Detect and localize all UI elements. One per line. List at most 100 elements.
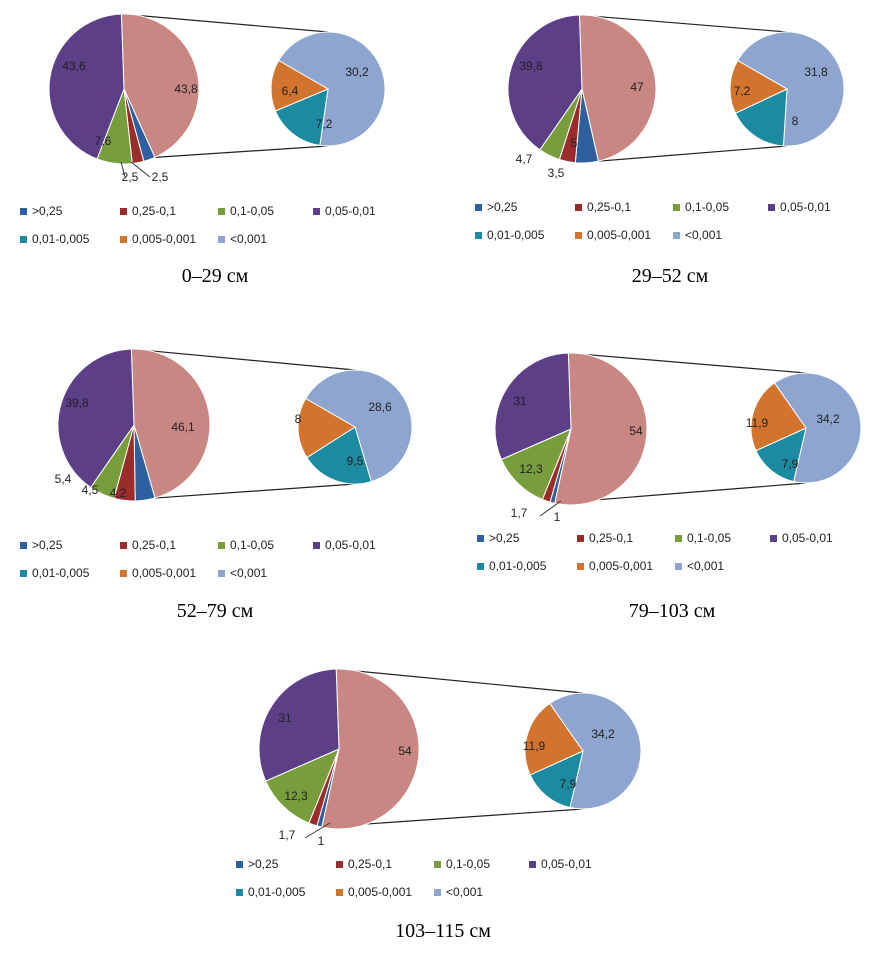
legend-swatch (434, 861, 441, 868)
main-pie-data-label: 12,3 (519, 462, 543, 476)
legend-entry: 0,1-0,05 (446, 857, 490, 871)
secondary-pie-slice-2 (274, 88, 329, 146)
legend-entry: 0,05-0,01 (782, 531, 833, 545)
legend-swatch (120, 542, 127, 549)
legend-swatch (434, 889, 441, 896)
legend-entry: 0,05-0,01 (325, 204, 376, 218)
legend-swatch (575, 204, 582, 211)
main-pie-data-label: 54 (398, 744, 412, 758)
legend: >0,25 0,25-0,1 0,1-0,05 0,05-0,01 0,01-0,005… (475, 200, 831, 242)
chart-caption: 52–79 см (177, 600, 254, 622)
secondary-pie-data-label: 28,6 (368, 400, 392, 414)
secondary-pie-slice-2 (755, 427, 807, 483)
legend-swatch (768, 204, 775, 211)
chart-panel-5: 1 1,7 12,3 31 54 34,2 7,9 11,9 >0,25 0,25-0,1 0,1-… (236, 668, 642, 942)
legend-entry: <0,001 (230, 566, 267, 580)
main-pie-slice-4 (494, 352, 572, 461)
legend-swatch (218, 236, 225, 243)
secondary-pie-slice-1 (304, 369, 413, 483)
legend-swatch (336, 889, 343, 896)
legend-swatch (477, 535, 484, 542)
secondary-pie-slice-1 (549, 692, 642, 810)
secondary-pie-data-label: 34,2 (591, 727, 615, 741)
legend-swatch (236, 889, 243, 896)
connector-line-top (568, 352, 807, 374)
legend-swatch (577, 563, 584, 570)
main-pie-data-label: 47 (630, 80, 644, 94)
secondary-pie-data-label: 8 (295, 412, 302, 426)
legend-swatch (477, 563, 484, 570)
secondary-pie-data-label: 9,5 (347, 454, 364, 468)
leader-line (304, 822, 331, 839)
main-pie-data-label: 39,8 (519, 59, 543, 73)
legend-entry: >0,25 (32, 538, 63, 552)
legend-entry: >0,25 (487, 200, 518, 214)
main-pie-data-label: 54 (629, 424, 643, 438)
main-pie-data-label: 4,5 (82, 483, 99, 497)
main-pie-data-label: 39,8 (65, 396, 89, 410)
leader-line (539, 500, 562, 517)
legend-swatch (20, 542, 27, 549)
main-pie-data-label: 43,8 (174, 82, 198, 96)
legend-swatch (575, 232, 582, 239)
legend-entry: <0,001 (685, 228, 722, 242)
main-pie-data-label: 7,6 (95, 134, 112, 148)
legend-entry: 0,005-0,001 (587, 228, 651, 242)
secondary-pie-slice-2 (529, 750, 584, 809)
connector-line-top (121, 13, 329, 33)
secondary-pie-slice-1 (277, 31, 386, 147)
chart-panel-3: 4,2 4,5 5,4 39,8 46,1 28,6 9,5 8 >0,25 0,25-0,1 0,… (20, 348, 413, 622)
secondary-pie-slice-3 (750, 382, 807, 452)
secondary-pie-slice-3 (297, 397, 356, 459)
secondary-pie-slice-3 (729, 59, 789, 114)
secondary-pie-data-label: 6,4 (282, 84, 299, 98)
legend-swatch (120, 236, 127, 243)
legend-swatch (675, 563, 682, 570)
secondary-pie-slice-3 (270, 59, 330, 112)
legend-swatch (475, 204, 482, 211)
legend-swatch (313, 208, 320, 215)
main-pie-data-label: 43,6 (62, 59, 86, 73)
legend: >0,25 0,25-0,1 0,1-0,05 0,05-0,01 0,01-0,005… (20, 538, 376, 580)
main-pie-slice-5 (120, 13, 200, 159)
chart-caption: 79–103 см (629, 600, 716, 622)
secondary-pie-slice-2 (734, 88, 788, 147)
main-pie-data-label: 3,5 (548, 166, 565, 180)
main-pie-slice-5 (130, 348, 211, 499)
legend-swatch (236, 861, 243, 868)
chart-panel-4: 1 1,7 12,3 31 54 34,2 7,9 11,9 >0,25 0,25-0,1 0,1-… (477, 352, 862, 622)
main-pie-data-label: 1 (318, 834, 325, 848)
leader-line (120, 161, 126, 178)
legend-entry: 0,25-0,1 (587, 200, 631, 214)
legend-entry: 0,25-0,1 (132, 538, 176, 552)
main-pie-data-label: 2,5 (152, 170, 169, 184)
legend-entry: 0,01-0,005 (32, 566, 90, 580)
secondary-pie-slice-1 (773, 372, 862, 484)
main-pie-data-label: 5 (571, 136, 578, 150)
legend-swatch (218, 542, 225, 549)
legend-entry: >0,25 (32, 204, 63, 218)
legend-swatch (218, 208, 225, 215)
legend-swatch (770, 535, 777, 542)
secondary-pie-data-label: 31,8 (804, 65, 828, 79)
legend-swatch (20, 236, 27, 243)
legend-entry: 0,25-0,1 (132, 204, 176, 218)
legend-swatch (120, 570, 127, 577)
main-pie-data-label: 5,4 (55, 472, 72, 486)
legend-entry: <0,001 (230, 232, 267, 246)
main-pie-slice-5 (554, 352, 648, 506)
secondary-pie-data-label: 34,2 (816, 412, 840, 426)
main-pie-data-label: 12,3 (284, 789, 308, 803)
secondary-pie-slice-2 (306, 426, 372, 485)
leader-line (130, 161, 151, 178)
legend: >0,25 0,25-0,1 0,1-0,05 0,05-0,01 0,01-0,005… (20, 204, 376, 246)
legend-entry: 0,1-0,05 (230, 538, 274, 552)
legend-swatch (529, 861, 536, 868)
legend-entry: 0,05-0,01 (541, 857, 592, 871)
legend-swatch (120, 208, 127, 215)
main-pie-slice-4 (258, 668, 340, 782)
legend: >0,25 0,25-0,1 0,1-0,05 0,05-0,01 0,01-0,005… (236, 857, 592, 899)
legend-swatch (218, 570, 225, 577)
legend-entry: 0,1-0,05 (230, 204, 274, 218)
